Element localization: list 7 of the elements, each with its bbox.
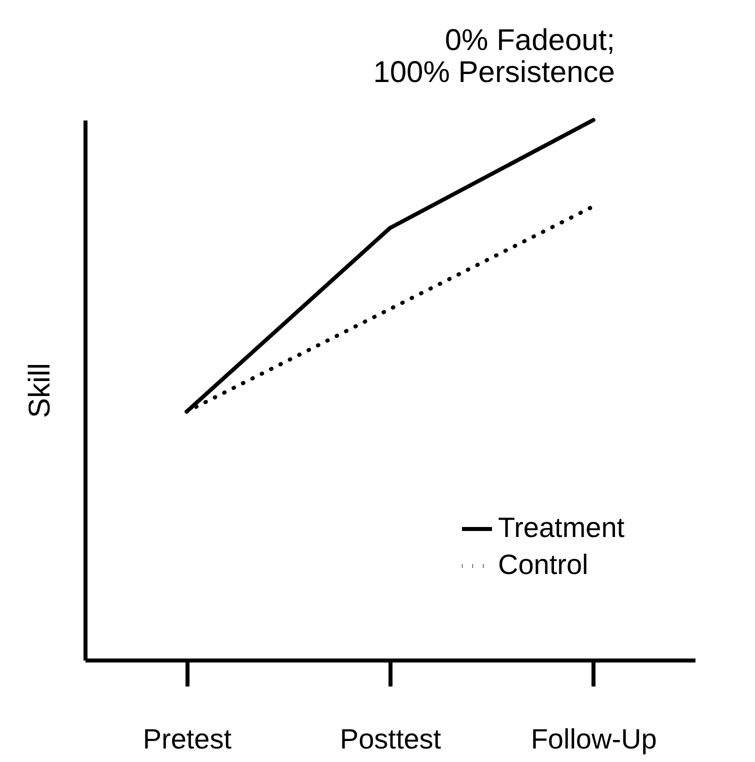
legend-label: Control (498, 549, 588, 580)
legend-label: Treatment (498, 512, 625, 543)
y-axis-title: Skill (24, 362, 56, 418)
x-tick-label: Posttest (340, 724, 442, 754)
x-tick-label: Follow-Up (530, 724, 657, 754)
chart-title: 0% Fadeout; 100% Persistence (373, 24, 615, 89)
x-tick-label: Pretest (142, 724, 232, 754)
